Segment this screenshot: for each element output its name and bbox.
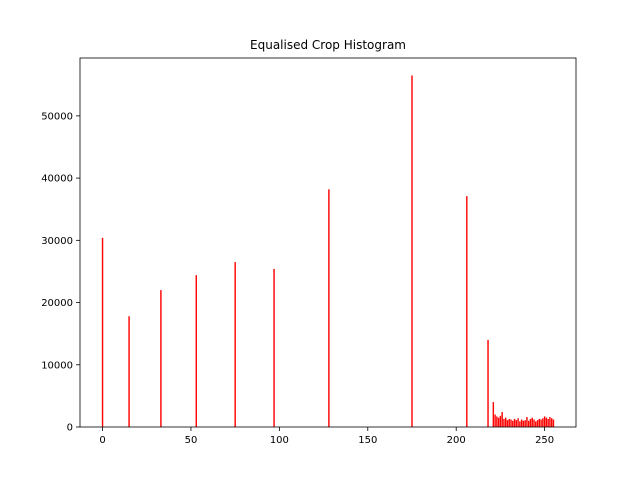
x-tick-label: 100 [270,435,289,446]
histogram-bar [524,420,526,427]
histogram-bar [497,417,500,427]
histogram-bar [503,418,505,427]
histogram-bar [101,237,104,427]
histogram-bar [542,418,544,427]
histogram-bar [535,421,537,427]
x-tick-label: 0 [99,435,105,446]
histogram-bar [549,417,551,427]
y-tick-label: 10000 [41,360,73,371]
x-tick-label: 200 [447,435,466,446]
histogram-bar [160,290,162,427]
histogram-bar [545,417,548,427]
histogram-bar [195,275,197,427]
histogram-bar [234,262,236,427]
histogram-bar [328,189,330,427]
bars-group [101,75,555,427]
histogram-bar [487,339,489,427]
y-tick-label: 50000 [41,111,73,122]
x-axis-ticks: 0 50 100 150 200 250 [99,427,554,446]
y-axis-ticks: 0 10000 20000 30000 40000 50000 [41,111,80,434]
histogram-bar [517,418,519,427]
histogram-bar [128,316,130,427]
histogram-bar [494,414,496,427]
histogram-bar [411,75,413,427]
histogram-bar [515,420,518,427]
x-tick-label: 250 [535,435,554,446]
y-tick-label: 40000 [41,174,73,185]
histogram-bar [540,419,542,427]
histogram-bar [543,416,546,427]
histogram-bar [526,417,528,427]
histogram-bar [547,418,549,427]
histogram-bar [512,420,514,427]
chart-title: Equalised Crop Histogram [250,38,406,52]
histogram-bar [529,418,532,427]
histogram-bar [466,196,468,427]
x-tick-label: 50 [185,435,198,446]
histogram-bar [527,420,530,427]
histogram-bar [492,402,495,427]
histogram-bar [501,412,503,427]
histogram-bar [513,418,516,427]
histogram-bar [499,415,502,427]
y-tick-label: 30000 [41,236,73,247]
histogram-bar [538,418,541,427]
histogram-bar [506,420,509,427]
histogram-bar [273,268,275,427]
histogram-bar [522,420,525,427]
y-tick-label: 20000 [41,298,73,309]
histogram-bar [520,419,523,427]
histogram-bar [536,420,539,427]
plot-frame [79,57,577,428]
histogram-bar [531,417,533,427]
histogram-bar [496,416,498,427]
x-tick-label: 150 [358,435,377,446]
y-tick-label: 0 [67,423,73,434]
histogram-bar [508,418,510,427]
histogram-bar [519,421,521,427]
histogram-bar [552,419,555,427]
histogram-bar [533,419,535,427]
histogram-bar [505,417,507,427]
histogram-bar [510,419,512,427]
histogram-bar [550,418,553,427]
